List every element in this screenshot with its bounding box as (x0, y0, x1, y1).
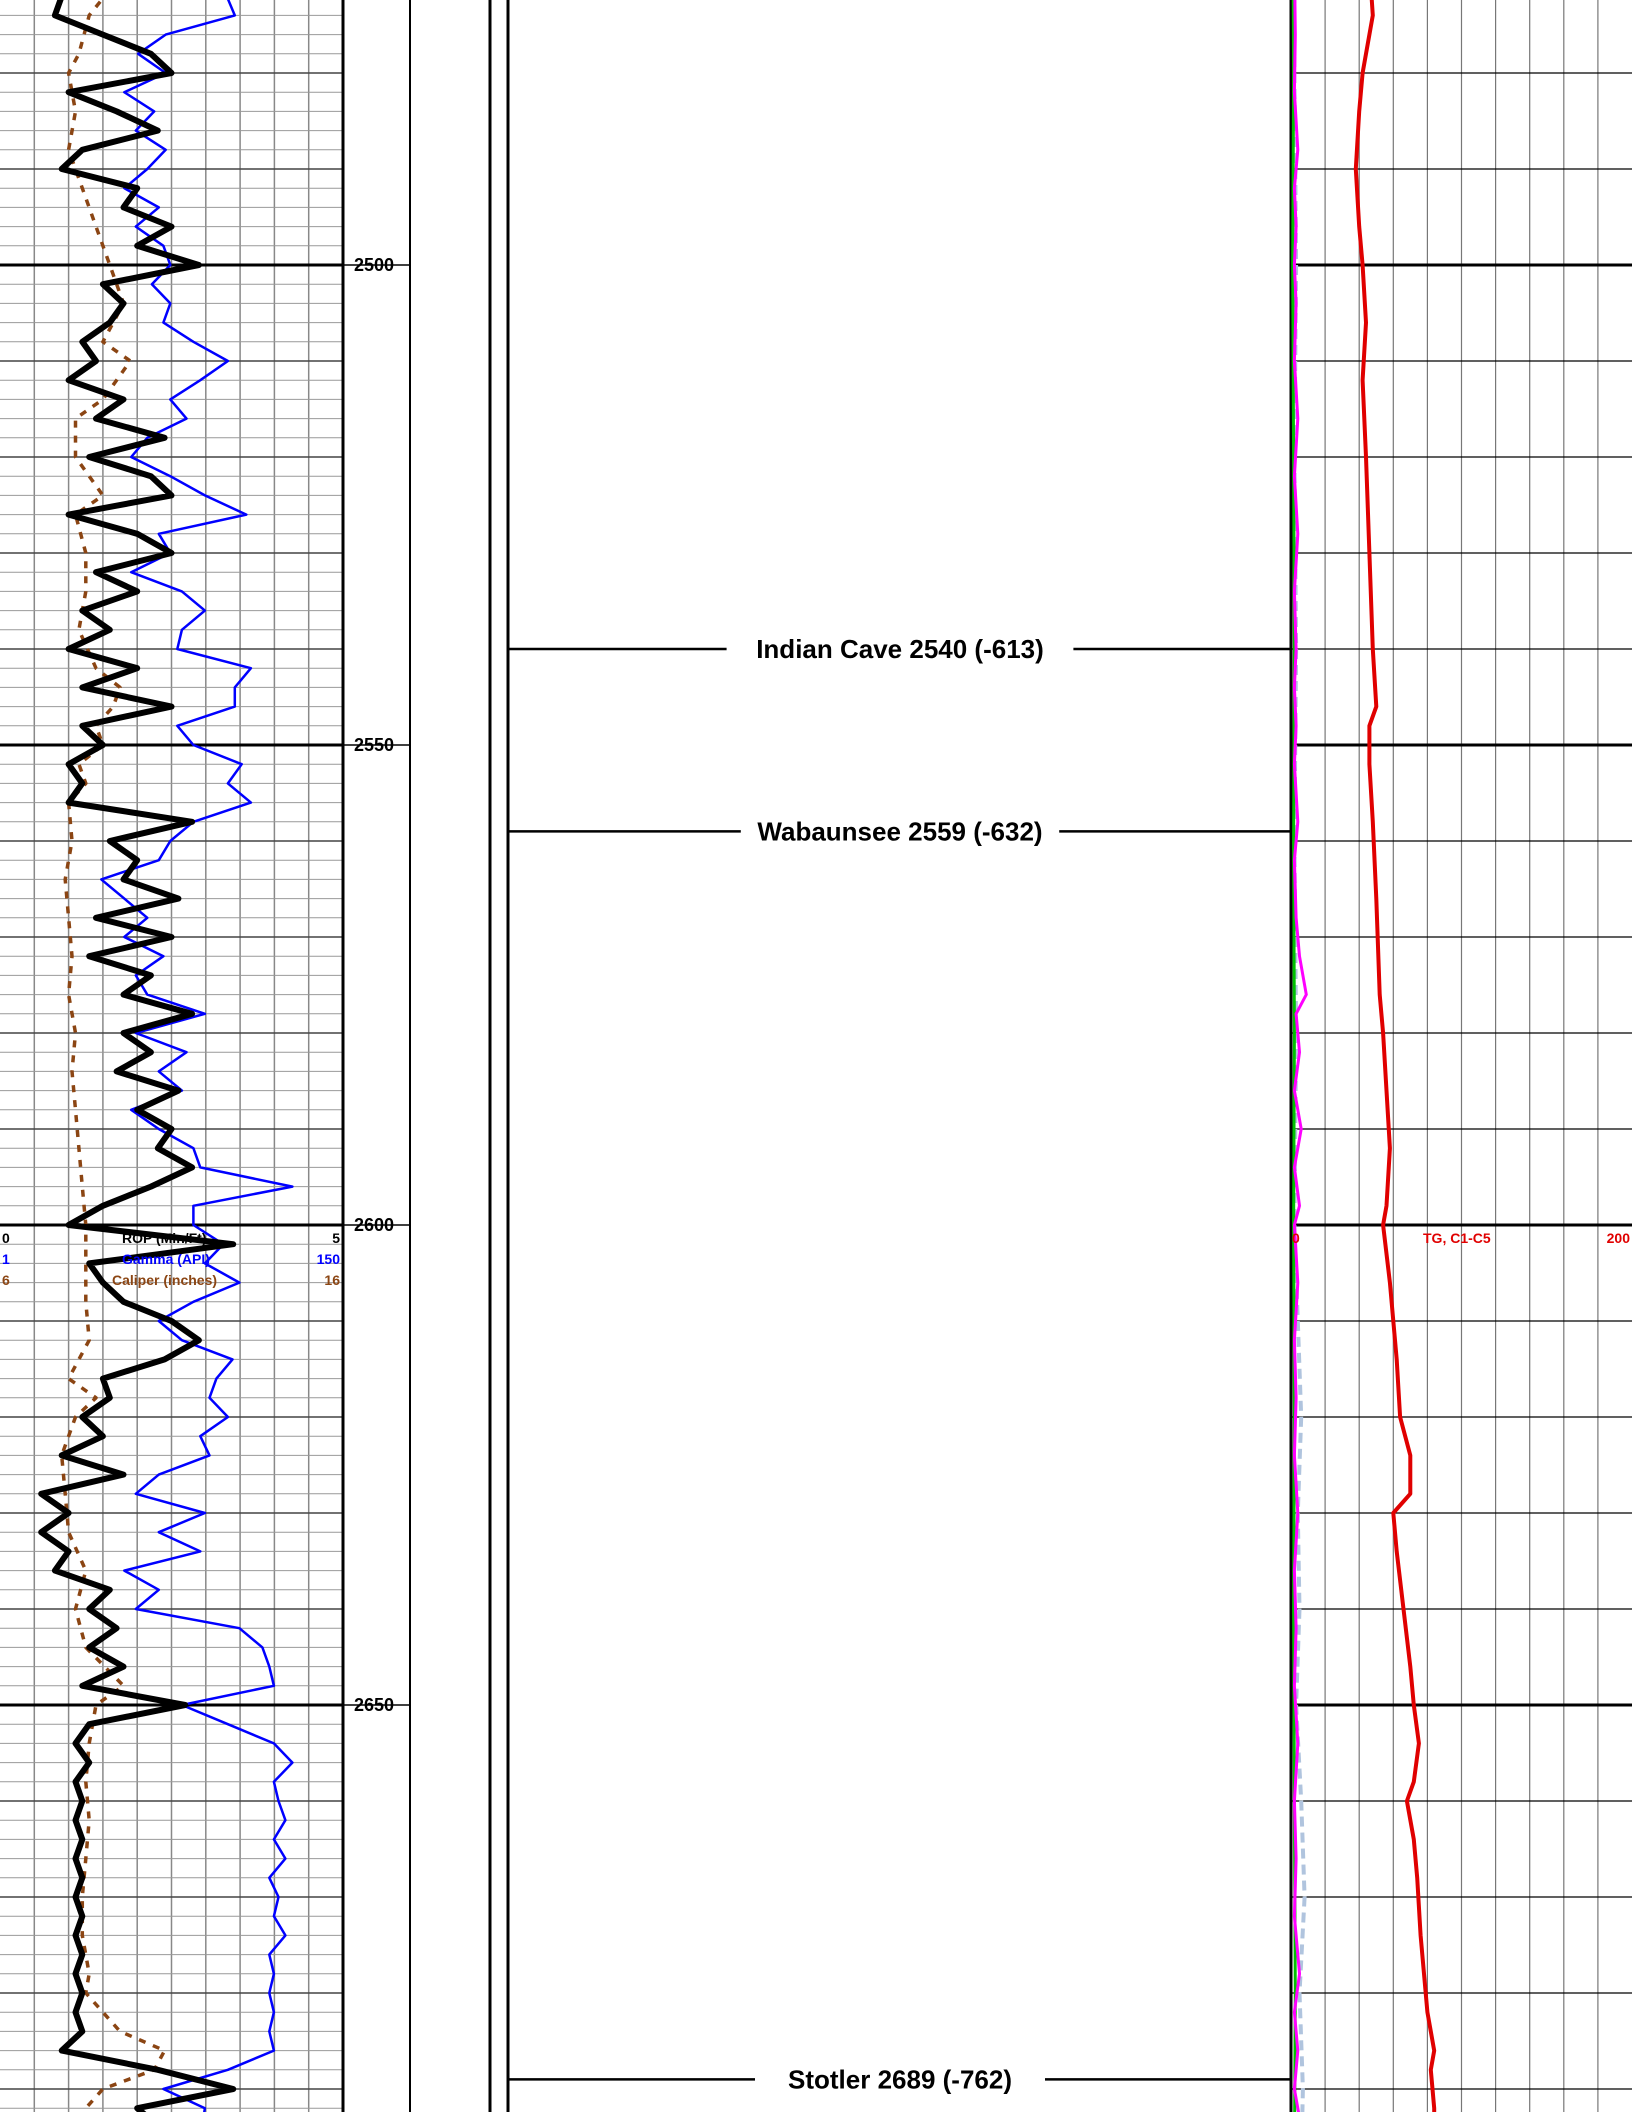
gamma-scale-name: Gamma (API) (122, 1251, 210, 1267)
gamma-curve (100, 0, 294, 2112)
depth-label: 2650 (354, 1695, 394, 1715)
tg-curve (1353, 0, 1437, 2112)
gamma-scale-max: 150 (317, 1251, 341, 1267)
caliper-scale-name: Caliper (inches) (112, 1272, 217, 1288)
formation-top-label: Stotler 2689 (-762) (788, 2064, 1012, 2094)
gas-scale-min: 0 (1292, 1230, 1300, 1246)
gas-scale-name: TG, C1-C5 (1423, 1230, 1491, 1246)
depth-label: 2600 (354, 1215, 394, 1235)
rop-curve (38, 0, 237, 2112)
c1-curve (1292, 0, 1308, 2112)
track-headers: 0 ROP (Min/Ft) 5 1 Gamma (API) 150 6 Cal… (2, 1230, 1630, 1288)
formation-top-label: Indian Cave 2540 (-613) (756, 634, 1044, 664)
depth-label: 2550 (354, 735, 394, 755)
depth-label: 2500 (354, 255, 394, 275)
gamma-scale-min: 1 (2, 1251, 10, 1267)
rop-scale-min: 0 (2, 1230, 10, 1246)
gas-scale-max: 200 (1607, 1230, 1631, 1246)
rop-scale-name: ROP (Min/Ft) (122, 1230, 207, 1246)
caliper-scale-min: 6 (2, 1272, 10, 1288)
caliper-curve (59, 0, 167, 2112)
formation-tops: Indian Cave 2540 (-613) Wabaunsee 2559 (-… (508, 634, 1291, 2094)
rop-scale-max: 5 (332, 1230, 340, 1246)
depth-axis: 2500 2550 2600 2650 (354, 255, 394, 1715)
formation-top-label: Wabaunsee 2559 (-632) (757, 816, 1042, 846)
log-curves (38, 0, 1437, 2112)
caliper-scale-max: 16 (324, 1272, 340, 1288)
